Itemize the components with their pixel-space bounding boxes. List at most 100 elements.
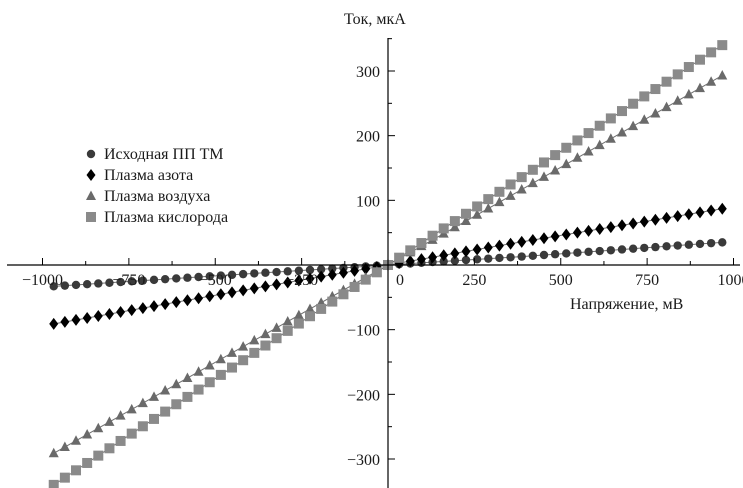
data-point bbox=[137, 397, 148, 408]
data-point bbox=[562, 249, 571, 258]
data-point bbox=[338, 289, 349, 300]
data-point bbox=[606, 246, 616, 255]
data-point bbox=[706, 238, 716, 248]
data-point bbox=[272, 267, 281, 277]
data-point bbox=[260, 280, 270, 293]
data-point bbox=[272, 278, 282, 291]
data-point bbox=[617, 245, 627, 254]
legend: Исходная ПП ТМ Плазма азота Плазма воздуха… bbox=[86, 146, 228, 226]
data-point bbox=[305, 303, 316, 313]
data-point bbox=[316, 265, 326, 274]
data-point bbox=[538, 157, 549, 168]
data-point bbox=[115, 435, 126, 446]
data-point bbox=[182, 372, 193, 383]
data-point bbox=[115, 410, 126, 420]
data-point bbox=[48, 479, 59, 488]
data-point bbox=[573, 248, 582, 257]
data-point bbox=[584, 224, 594, 237]
data-point bbox=[472, 243, 482, 256]
legend-marker bbox=[86, 190, 96, 200]
data-point bbox=[550, 150, 561, 161]
data-point bbox=[82, 311, 92, 324]
data-point bbox=[49, 282, 58, 291]
data-point bbox=[260, 328, 271, 339]
data-point bbox=[93, 309, 103, 322]
data-point bbox=[684, 240, 694, 249]
data-point bbox=[294, 274, 304, 287]
data-point bbox=[572, 152, 583, 162]
legend-marker bbox=[86, 149, 96, 159]
data-point bbox=[528, 251, 538, 261]
data-point bbox=[338, 266, 348, 279]
y-tick-label: −300 bbox=[347, 452, 380, 469]
data-point bbox=[628, 120, 639, 131]
data-point bbox=[105, 278, 114, 287]
data-point bbox=[483, 202, 494, 213]
data-point bbox=[461, 255, 471, 265]
x-tick-label: −500 bbox=[199, 272, 232, 289]
data-point bbox=[528, 234, 538, 247]
y-tick-label: 300 bbox=[356, 64, 380, 81]
data-point bbox=[104, 416, 115, 426]
data-point bbox=[672, 69, 683, 80]
data-point bbox=[460, 215, 471, 226]
data-point bbox=[227, 270, 237, 280]
data-point bbox=[539, 232, 549, 245]
data-point bbox=[617, 219, 627, 232]
data-point bbox=[137, 421, 148, 432]
legend-label: Плазма воздуха bbox=[104, 188, 210, 205]
data-point bbox=[282, 316, 293, 326]
data-point bbox=[416, 238, 427, 249]
series-markers bbox=[48, 40, 728, 488]
data-point bbox=[82, 428, 93, 439]
data-point bbox=[640, 243, 649, 253]
data-point bbox=[126, 428, 137, 439]
data-point bbox=[439, 257, 448, 266]
data-point bbox=[717, 202, 727, 215]
data-point bbox=[538, 171, 549, 181]
data-point bbox=[450, 247, 460, 260]
data-point bbox=[293, 318, 304, 329]
data-point bbox=[494, 186, 505, 197]
y-axis-label: Ток, мкА bbox=[344, 11, 406, 28]
data-point bbox=[561, 228, 571, 241]
data-point bbox=[261, 268, 270, 277]
data-point bbox=[238, 341, 249, 351]
data-point bbox=[539, 250, 549, 260]
data-point bbox=[695, 239, 705, 249]
data-point bbox=[60, 315, 70, 328]
data-point bbox=[472, 255, 482, 264]
y-tick-label: 100 bbox=[356, 193, 380, 210]
data-point bbox=[428, 251, 438, 264]
data-point bbox=[327, 268, 337, 281]
data-point bbox=[71, 435, 82, 445]
data-point bbox=[183, 273, 192, 282]
data-point bbox=[650, 84, 661, 95]
data-point bbox=[483, 194, 494, 205]
data-point bbox=[205, 290, 215, 303]
data-point bbox=[59, 472, 70, 483]
data-point bbox=[706, 204, 716, 217]
data-point bbox=[572, 135, 583, 146]
data-point bbox=[706, 47, 717, 58]
data-point bbox=[662, 211, 672, 224]
data-point bbox=[505, 190, 516, 200]
data-point bbox=[706, 76, 717, 86]
data-point bbox=[639, 215, 649, 228]
data-point bbox=[49, 317, 59, 330]
data-point bbox=[595, 246, 604, 256]
data-point bbox=[583, 145, 594, 156]
data-point bbox=[182, 391, 193, 402]
data-point bbox=[160, 274, 170, 284]
data-point bbox=[249, 334, 260, 345]
data-point bbox=[595, 222, 605, 235]
data-point bbox=[661, 101, 672, 112]
data-point bbox=[605, 113, 616, 124]
data-point bbox=[138, 276, 148, 285]
data-point bbox=[695, 206, 705, 219]
data-point bbox=[193, 366, 204, 376]
data-point bbox=[82, 279, 92, 289]
legend-label: Исходная ПП ТМ bbox=[104, 146, 223, 163]
data-point bbox=[561, 158, 572, 169]
data-point bbox=[316, 270, 326, 283]
